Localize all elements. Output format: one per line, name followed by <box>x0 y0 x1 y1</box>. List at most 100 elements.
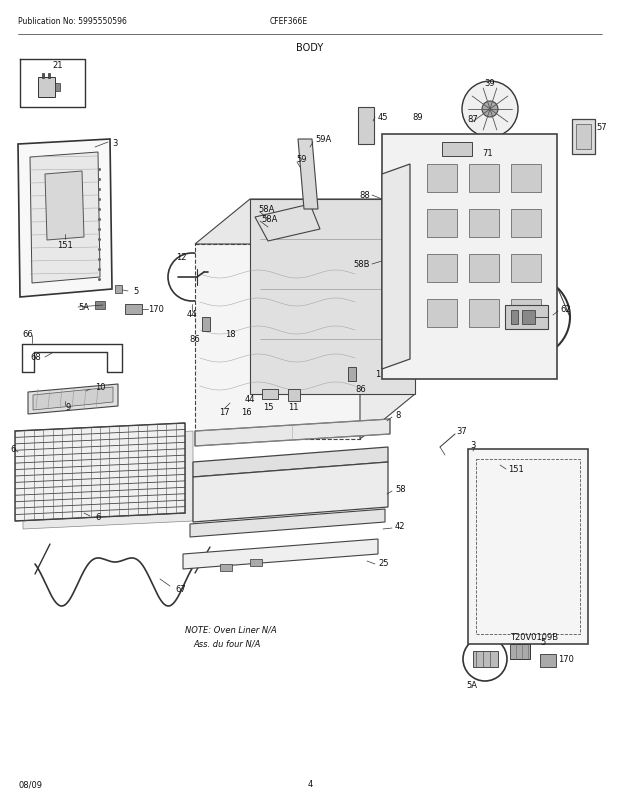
Polygon shape <box>195 419 390 447</box>
Ellipse shape <box>395 325 413 353</box>
Polygon shape <box>18 140 112 298</box>
Polygon shape <box>195 200 415 245</box>
Text: 44: 44 <box>245 395 255 404</box>
Text: CFEF366E: CFEF366E <box>270 18 308 26</box>
Polygon shape <box>522 310 535 325</box>
Polygon shape <box>38 78 55 98</box>
Text: 10: 10 <box>95 383 105 392</box>
Text: 58A: 58A <box>258 205 275 214</box>
Polygon shape <box>511 210 541 237</box>
Text: 39: 39 <box>485 79 495 88</box>
Ellipse shape <box>395 277 413 305</box>
Text: 1: 1 <box>374 370 380 379</box>
Polygon shape <box>505 306 548 330</box>
Text: 11: 11 <box>288 403 298 412</box>
Text: 44: 44 <box>187 310 197 319</box>
Polygon shape <box>473 651 498 667</box>
Text: 86: 86 <box>355 385 366 394</box>
Text: 88: 88 <box>359 190 370 199</box>
Text: 87: 87 <box>467 115 478 124</box>
Circle shape <box>168 253 216 302</box>
Text: 58A: 58A <box>261 215 277 225</box>
Text: 89: 89 <box>412 112 423 121</box>
Polygon shape <box>193 448 388 477</box>
Text: 151: 151 <box>57 241 73 249</box>
Text: 59: 59 <box>296 156 306 164</box>
Text: T20V0109B: T20V0109B <box>510 633 558 642</box>
Polygon shape <box>469 164 499 192</box>
Text: 58B: 58B <box>353 260 370 269</box>
Text: 12: 12 <box>175 253 186 262</box>
Polygon shape <box>469 210 499 237</box>
Text: 170: 170 <box>148 305 164 314</box>
Text: 3: 3 <box>470 441 476 450</box>
Polygon shape <box>348 367 356 382</box>
Ellipse shape <box>390 220 402 240</box>
Text: 5: 5 <box>540 638 545 646</box>
Text: 71: 71 <box>482 148 493 157</box>
Text: 15: 15 <box>263 403 273 412</box>
Text: 170: 170 <box>558 654 574 664</box>
Polygon shape <box>511 300 541 327</box>
Ellipse shape <box>395 180 413 209</box>
Text: 25: 25 <box>378 559 389 568</box>
Text: 68: 68 <box>30 353 41 362</box>
Text: 5A: 5A <box>78 303 89 312</box>
Text: 5A: 5A <box>466 681 477 690</box>
Text: NOTE: Oven Liner N/A: NOTE: Oven Liner N/A <box>185 625 277 634</box>
Polygon shape <box>255 205 320 241</box>
Text: 21: 21 <box>53 62 63 71</box>
Polygon shape <box>183 539 378 569</box>
Polygon shape <box>193 463 388 522</box>
Polygon shape <box>510 644 530 659</box>
Polygon shape <box>576 125 591 150</box>
Circle shape <box>463 638 507 681</box>
Text: 37: 37 <box>456 427 467 436</box>
Circle shape <box>490 277 570 358</box>
Text: 5: 5 <box>133 287 138 296</box>
Polygon shape <box>427 164 457 192</box>
Polygon shape <box>48 74 50 79</box>
Polygon shape <box>511 255 541 282</box>
Polygon shape <box>42 74 44 79</box>
Polygon shape <box>202 318 210 331</box>
Ellipse shape <box>390 300 402 320</box>
Polygon shape <box>288 390 300 402</box>
Text: 151: 151 <box>508 465 524 474</box>
Circle shape <box>482 102 498 118</box>
Text: 8: 8 <box>395 411 401 420</box>
Text: 59A: 59A <box>315 136 331 144</box>
Polygon shape <box>125 305 142 314</box>
Polygon shape <box>250 559 262 566</box>
Polygon shape <box>469 300 499 327</box>
Polygon shape <box>23 431 193 529</box>
Text: 62: 62 <box>560 305 570 314</box>
Polygon shape <box>427 210 457 237</box>
Text: 86: 86 <box>190 335 200 344</box>
Circle shape <box>240 387 260 407</box>
Polygon shape <box>55 84 60 92</box>
Text: 57: 57 <box>596 124 606 132</box>
Polygon shape <box>28 384 118 415</box>
Text: 4: 4 <box>308 780 312 788</box>
Circle shape <box>462 82 518 138</box>
Polygon shape <box>427 255 457 282</box>
Text: 45: 45 <box>378 113 389 123</box>
Polygon shape <box>358 107 374 145</box>
Text: BODY: BODY <box>296 43 324 53</box>
Polygon shape <box>195 245 360 439</box>
Text: 6: 6 <box>10 445 16 454</box>
Ellipse shape <box>390 260 402 280</box>
Polygon shape <box>30 153 100 284</box>
Polygon shape <box>15 423 185 521</box>
Text: Ass. du four N/A: Ass. du four N/A <box>193 638 260 648</box>
Text: 58: 58 <box>395 485 405 494</box>
Polygon shape <box>115 286 122 294</box>
Text: 6: 6 <box>95 512 100 522</box>
Polygon shape <box>382 135 557 379</box>
Text: 67: 67 <box>175 585 186 593</box>
Text: 66: 66 <box>22 330 33 339</box>
Ellipse shape <box>390 180 402 200</box>
Text: 3: 3 <box>112 138 117 148</box>
Text: 42: 42 <box>395 522 405 531</box>
